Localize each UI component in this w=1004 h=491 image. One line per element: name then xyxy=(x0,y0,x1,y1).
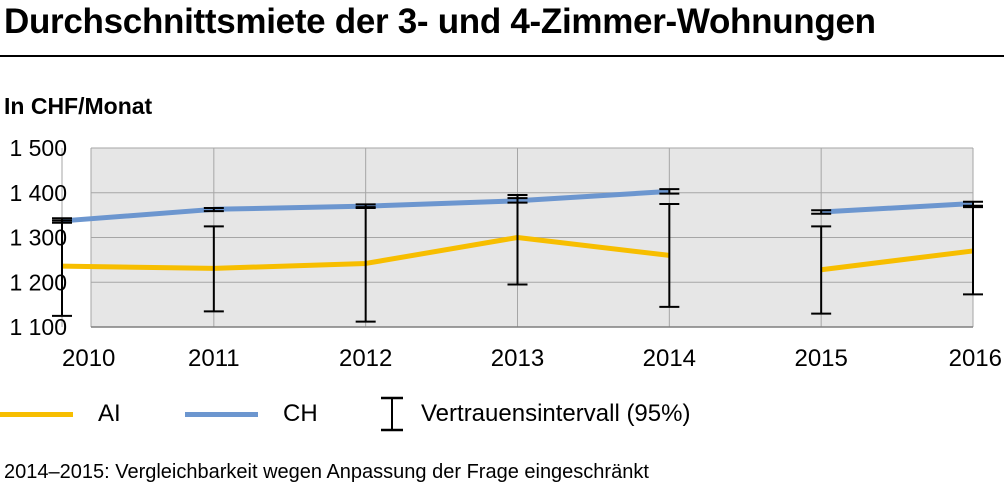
x-tick-label: 2014 xyxy=(643,345,696,372)
error-bar-icon xyxy=(381,396,403,432)
series-line-ai xyxy=(820,248,974,273)
legend-label-ai: AI xyxy=(98,400,121,427)
chart-title: Durchschnittsmiete der 3- und 4-Zimmer-W… xyxy=(4,2,876,41)
y-tick-label: 1 500 xyxy=(9,135,67,161)
y-tick-label: 1 300 xyxy=(9,225,67,251)
x-tick-label: 2011 xyxy=(188,345,240,372)
gridlines xyxy=(61,147,974,328)
legend-item-ai: AI xyxy=(0,394,121,434)
x-tick-label: 2010 xyxy=(62,345,115,372)
x-axis-tick-labels: 2010 2011 2012 2013 2014 2015 2016 xyxy=(62,345,1002,372)
legend-label-ci: Vertrauensintervall (95%) xyxy=(421,400,691,427)
legend-item-ch: CH xyxy=(185,394,318,434)
x-tick-label: 2012 xyxy=(339,345,392,372)
y-axis-tick-labels: 1 100 1 200 1 300 1 400 1 500 xyxy=(9,135,67,340)
x-tick-label: 2013 xyxy=(491,345,544,372)
footnote: 2014–2015: Vergleichbarkeit wegen Anpass… xyxy=(4,461,649,483)
series-line-ch xyxy=(821,200,974,215)
legend-swatch-ch xyxy=(185,411,258,417)
y-tick-label: 1 200 xyxy=(9,269,67,295)
y-tick-label: 1 100 xyxy=(9,314,67,340)
legend-label-ch: CH xyxy=(283,400,318,427)
x-tick-label: 2015 xyxy=(794,345,847,372)
x-tick-label: 2016 xyxy=(949,345,1002,372)
y-tick-label: 1 400 xyxy=(9,180,67,206)
title-divider xyxy=(0,55,1004,57)
legend-swatch-ai xyxy=(0,411,73,417)
chart-legend: AI CH Vertrauensintervall (95%) xyxy=(0,394,1004,434)
legend-item-ci: Vertrauensintervall (95%) xyxy=(381,394,690,434)
error-bars xyxy=(52,188,983,323)
y-axis-unit-label: In CHF/Monat xyxy=(4,93,153,119)
